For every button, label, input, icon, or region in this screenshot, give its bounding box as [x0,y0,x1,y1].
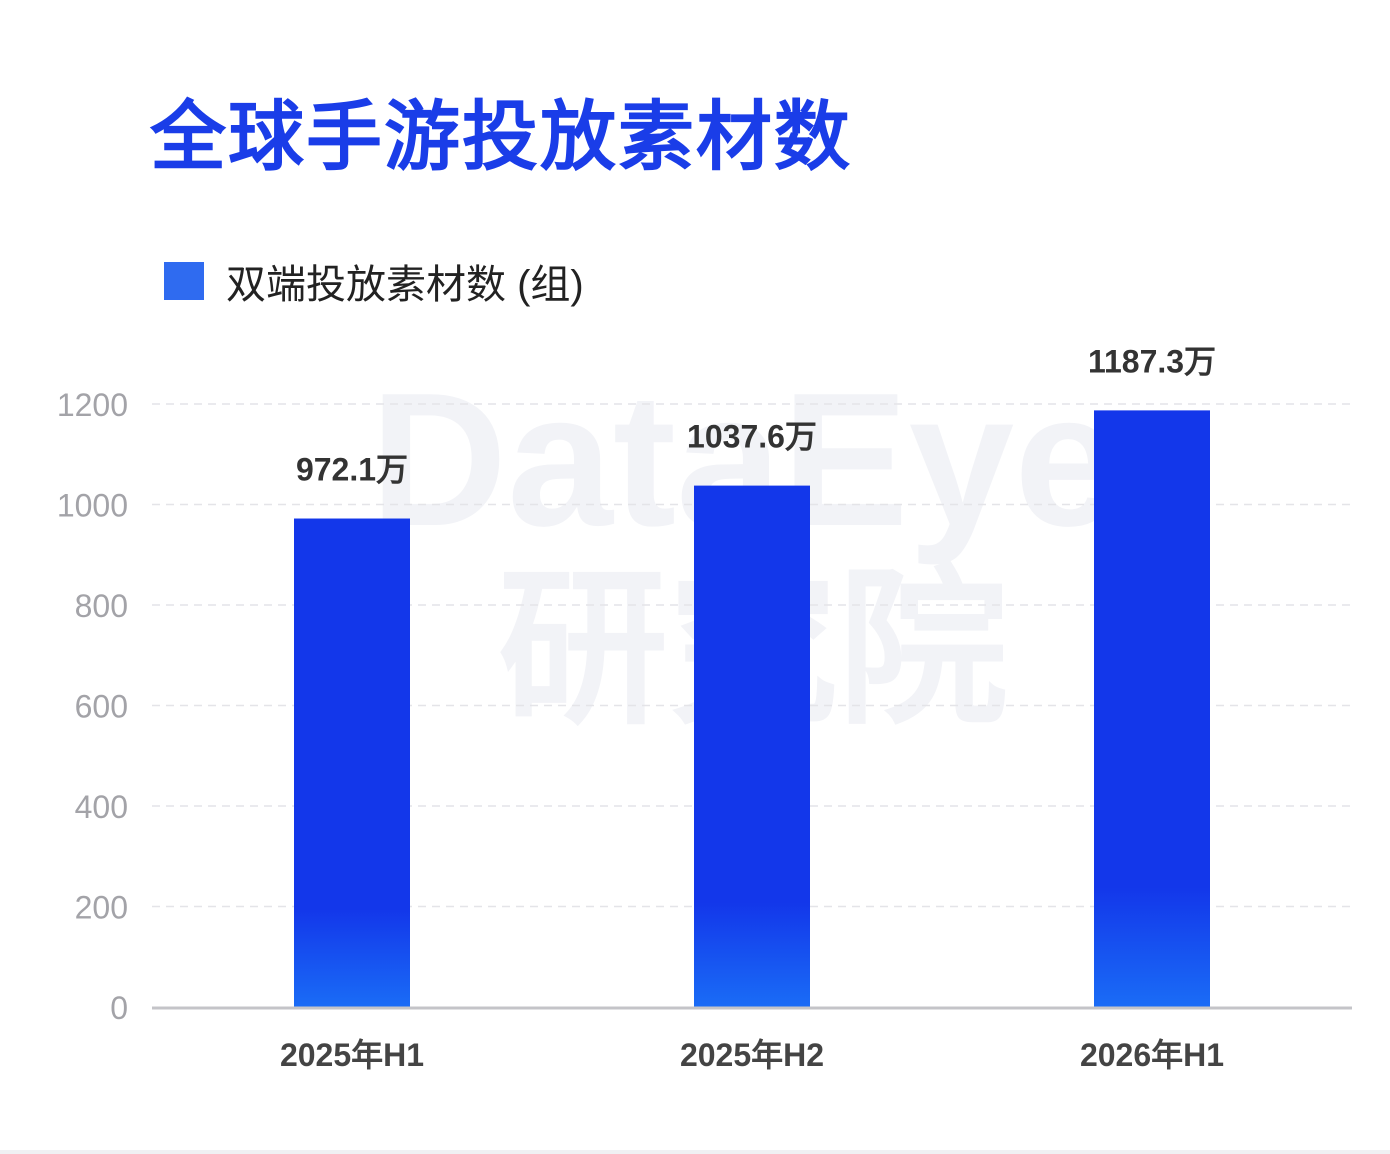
y-tick-label: 1200 [57,387,128,423]
bar [694,485,810,1008]
x-tick-label: 2026年H1 [1080,1037,1224,1073]
data-label: 1187.3万 [1088,343,1216,379]
x-tick-label: 2025年H1 [280,1037,424,1073]
data-label: 972.1万 [296,452,408,488]
y-tick-label: 0 [110,990,128,1026]
legend-label: 双端投放素材数 (组) [226,263,584,307]
legend-swatch [164,262,204,300]
y-tick-label: 800 [75,588,128,624]
y-tick-label: 600 [75,689,128,725]
data-label: 1037.6万 [687,419,817,455]
x-tick-label: 2025年H2 [680,1037,824,1073]
bar [294,518,410,1007]
footer-divider [0,1150,1390,1154]
legend: 双端投放素材数 (组) [164,252,584,310]
y-tick-label: 200 [75,890,128,926]
y-tick-label: 1000 [57,488,128,524]
chart-title: 全球手游投放素材数 [150,95,852,180]
bar [1094,410,1210,1008]
y-tick-label: 400 [75,789,128,825]
